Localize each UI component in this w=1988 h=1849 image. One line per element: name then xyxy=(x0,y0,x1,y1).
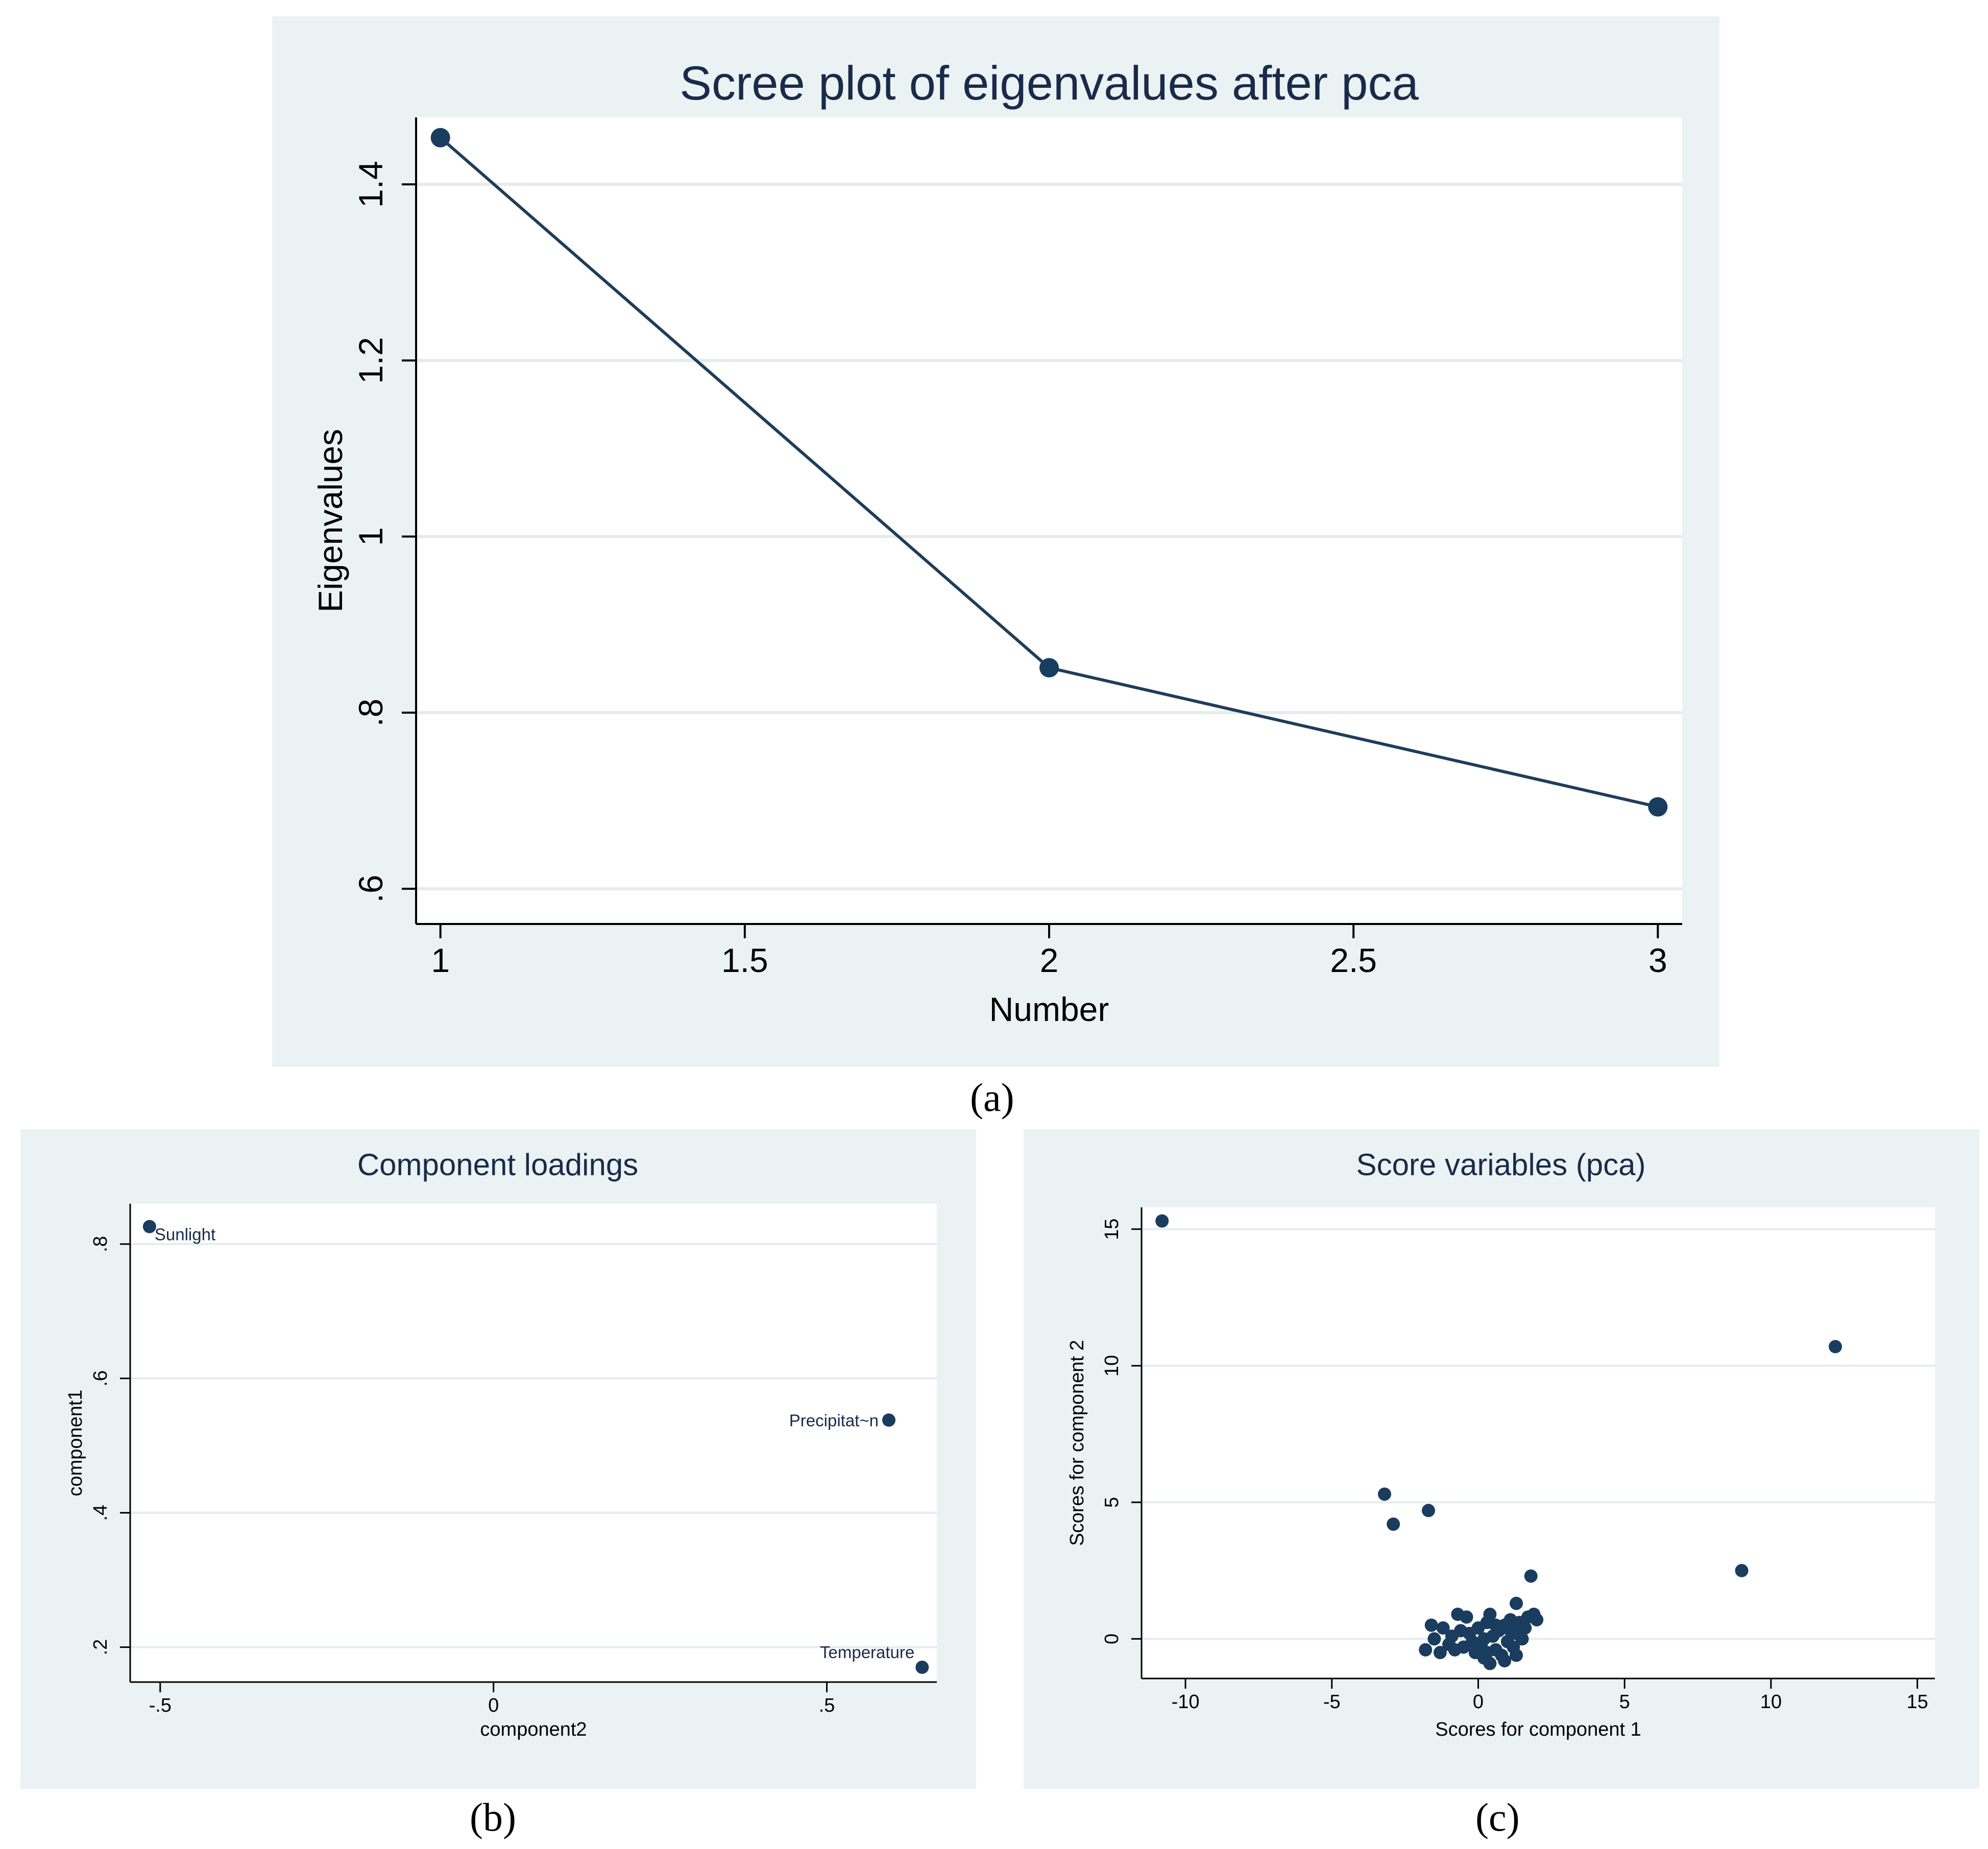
x-tick-label: 15 xyxy=(1906,1691,1928,1713)
y-tick-label: .8 xyxy=(352,699,390,727)
x-axis-label: Scores for component 1 xyxy=(1435,1719,1641,1740)
scree-plot-chart: Scree plot of eigenvalues after pca .6 .8 1… xyxy=(272,16,1719,1067)
chart-title: Scree plot of eigenvalues after pca xyxy=(680,56,1419,110)
y-tick-label: 1.2 xyxy=(352,337,390,384)
x-tick-label: -.5 xyxy=(149,1695,172,1716)
y-tick-label: .4 xyxy=(90,1505,111,1521)
y-axis-label: component1 xyxy=(65,1390,86,1496)
x-tick-label: 1.5 xyxy=(721,941,768,979)
data-point xyxy=(1436,1621,1450,1635)
data-point xyxy=(1387,1517,1400,1531)
x-tick-label: 10 xyxy=(1760,1691,1782,1713)
data-point xyxy=(1460,1610,1473,1624)
y-tick-label: .8 xyxy=(90,1236,111,1252)
data-point xyxy=(1524,1569,1538,1583)
data-point xyxy=(1448,1643,1462,1657)
plot-area xyxy=(416,117,1682,924)
data-point xyxy=(915,1661,929,1674)
x-tick-label: 2 xyxy=(1040,941,1059,979)
x-axis-label: component2 xyxy=(480,1719,587,1740)
data-point xyxy=(1735,1564,1749,1577)
data-point xyxy=(1480,1646,1494,1660)
x-tick-label: .5 xyxy=(819,1695,835,1716)
y-tick-label: 15 xyxy=(1101,1219,1123,1240)
data-point xyxy=(1433,1646,1447,1660)
data-point xyxy=(1427,1632,1441,1646)
x-axis-label: Number xyxy=(989,990,1109,1028)
panel-label-c: (c) xyxy=(1475,1795,1520,1839)
y-tick-label: .6 xyxy=(90,1370,111,1386)
x-tick-label: 0 xyxy=(488,1695,499,1716)
panel-label-b: (b) xyxy=(470,1795,516,1839)
data-point xyxy=(1530,1613,1544,1626)
data-point xyxy=(1648,797,1668,817)
y-axis-label: Eigenvalues xyxy=(311,429,349,613)
x-tick-label: 0 xyxy=(1473,1691,1484,1713)
data-point xyxy=(1498,1654,1512,1668)
data-point xyxy=(1424,1618,1438,1632)
y-tick-label: 1.4 xyxy=(352,161,390,208)
data-point xyxy=(1518,1621,1532,1635)
data-point xyxy=(1504,1624,1517,1638)
y-tick-label: 10 xyxy=(1101,1355,1123,1376)
data-point xyxy=(1477,1632,1491,1646)
data-point xyxy=(1515,1632,1529,1646)
data-point xyxy=(1489,1618,1502,1632)
chart-title: Component loadings xyxy=(357,1148,638,1182)
data-point xyxy=(1509,1648,1523,1662)
data-point xyxy=(1454,1624,1468,1638)
data-point xyxy=(1419,1643,1433,1657)
x-tick-label: 3 xyxy=(1648,941,1667,979)
chart-title: Score variables (pca) xyxy=(1356,1148,1646,1182)
x-tick-label: 2.5 xyxy=(1330,941,1377,979)
point-label: Temperature xyxy=(820,1643,914,1662)
data-point xyxy=(1377,1487,1391,1501)
point-label: Precipitat~n xyxy=(789,1411,879,1430)
data-point xyxy=(1039,658,1059,678)
data-point xyxy=(1483,1608,1497,1621)
x-tick-label: -10 xyxy=(1172,1691,1200,1713)
data-point xyxy=(1465,1635,1479,1648)
data-point xyxy=(430,128,450,148)
x-tick-label: 5 xyxy=(1619,1691,1630,1713)
score-variables-chart: Score variables (pca) 0 5 10 15 -10 -5 0 5 10 15 Sc… xyxy=(1024,1129,1979,1789)
data-point xyxy=(1155,1214,1169,1228)
panel-label-a: (a) xyxy=(970,1075,1014,1120)
data-point xyxy=(1829,1340,1842,1353)
plot-area xyxy=(130,1204,937,1682)
point-label: Sunlight xyxy=(155,1225,215,1244)
data-point xyxy=(1483,1657,1497,1670)
y-tick-label: .6 xyxy=(352,874,390,903)
y-tick-label: 0 xyxy=(1101,1634,1123,1644)
data-point xyxy=(1509,1596,1523,1610)
data-point xyxy=(142,1220,156,1233)
x-tick-label: 1 xyxy=(431,941,450,979)
y-tick-label: 1 xyxy=(352,527,390,546)
component-loadings-chart: Component loadings .2 .4 .6 .8 -.5 0 .5 componen… xyxy=(20,1129,976,1789)
y-tick-label: .2 xyxy=(90,1639,111,1656)
data-point xyxy=(882,1413,895,1427)
plot-area xyxy=(1142,1207,1935,1678)
y-axis-label: Scores for component 2 xyxy=(1066,1340,1088,1546)
y-tick-label: 5 xyxy=(1101,1497,1123,1507)
x-tick-label: -5 xyxy=(1323,1691,1341,1713)
data-point xyxy=(1421,1503,1435,1517)
